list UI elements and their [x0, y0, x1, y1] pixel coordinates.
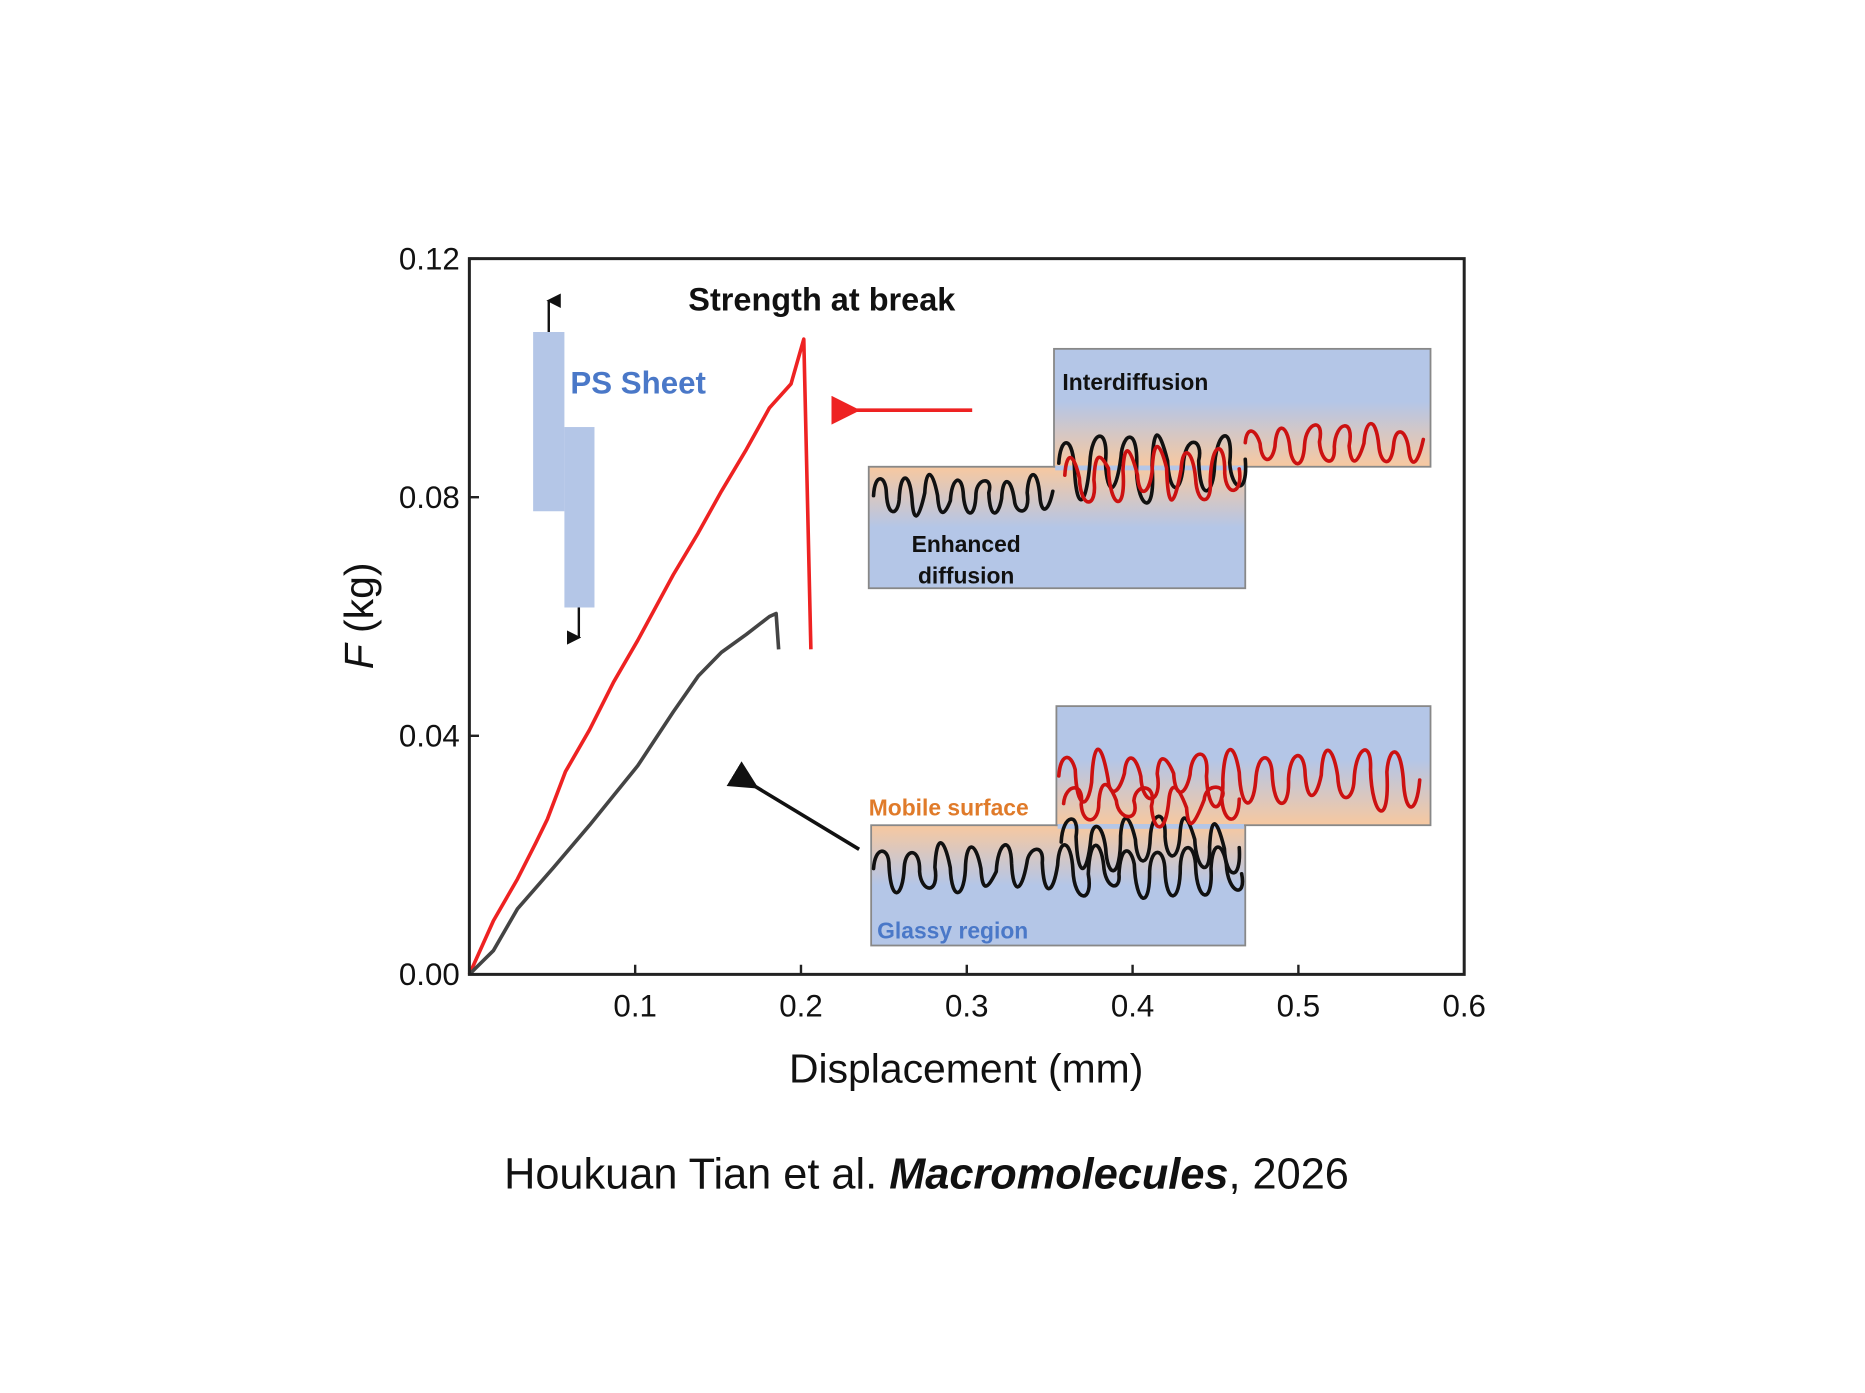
- x-axis-label: Displacement (mm): [789, 1046, 1143, 1092]
- ps-sheet-diagram: PS Sheet: [533, 293, 707, 645]
- y-tick-label: 0.12: [399, 241, 460, 276]
- y-axis-label: F (kg): [336, 563, 382, 670]
- y-tick-label: 0.00: [399, 957, 460, 992]
- series-line-red: [467, 337, 813, 976]
- interdiffusion-illustration: Interdiffusion Enhanced diffusion: [867, 347, 1432, 590]
- x-tick-label: 0.2: [779, 988, 822, 1023]
- x-tick-label: 0.3: [945, 988, 988, 1023]
- x-tick-label: 0.1: [613, 988, 656, 1023]
- polymer-chain: [871, 472, 1055, 518]
- polymer-chain: [1063, 445, 1242, 504]
- y-tick-label: 0.04: [399, 719, 460, 754]
- x-tick-label: 0.5: [1277, 988, 1320, 1023]
- citation-caption: Houkuan Tian et al. Macromolecules, 2026: [504, 1151, 1349, 1199]
- glassy-region-label: Glassy region: [877, 917, 1028, 943]
- mobile-surface-label: Mobile surface: [869, 795, 1029, 821]
- polymer-chain: [1059, 814, 1242, 875]
- mobile-surface-illustration: Mobile surface Glassy region: [869, 705, 1432, 947]
- interdiffusion-label: Interdiffusion: [1062, 369, 1208, 395]
- y-axis-label-symbol: F: [336, 642, 382, 669]
- x-tick-label: 0.6: [1442, 988, 1485, 1023]
- ps-sheet-lower: [564, 427, 595, 608]
- chart-title: Strength at break: [688, 281, 956, 317]
- x-tick-label: 0.4: [1111, 988, 1154, 1023]
- caption-authors: Houkuan Tian et al.: [504, 1151, 889, 1199]
- black-pointer-arrow: [726, 761, 861, 851]
- enhanced-diffusion-label-1: Enhanced: [912, 531, 1021, 557]
- polymer-chain: [1243, 421, 1426, 466]
- polymer-chain: [1057, 747, 1422, 813]
- series-line-black: [468, 611, 781, 976]
- ps-sheet-label: PS Sheet: [570, 365, 706, 400]
- caption-journal: Macromolecules: [889, 1151, 1228, 1199]
- ps-sheet-upper: [533, 332, 565, 512]
- y-tick-label: 0.08: [399, 480, 460, 515]
- caption-year: , 2026: [1228, 1151, 1348, 1199]
- polymer-chain: [871, 841, 1245, 900]
- y-axis-label-unit: (kg): [336, 563, 382, 645]
- polymer-chain: [1061, 782, 1242, 829]
- enhanced-diffusion-label-2: diffusion: [918, 562, 1014, 588]
